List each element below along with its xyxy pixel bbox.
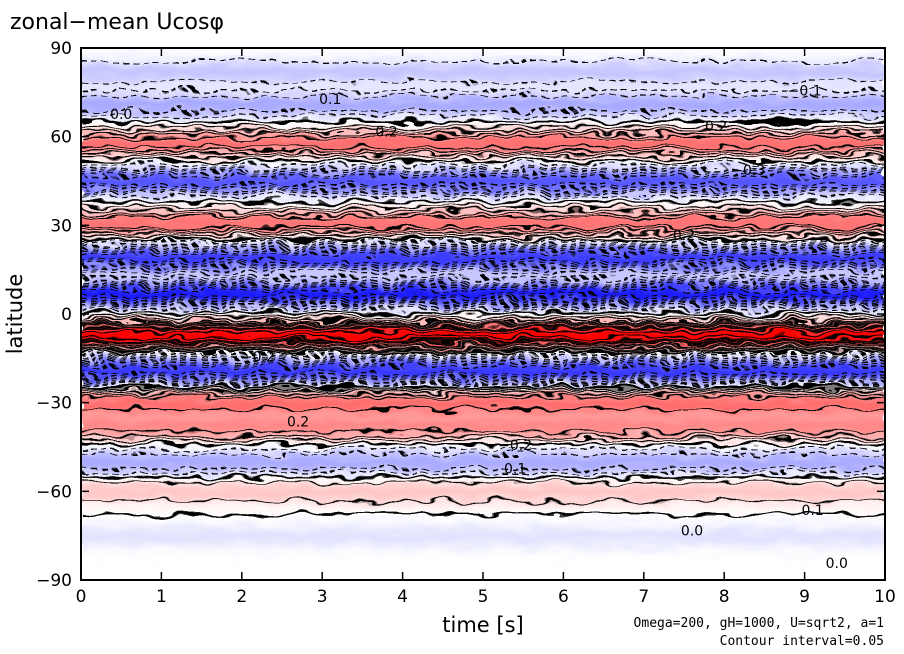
contour-label: −0.2 (241, 349, 275, 365)
x-tick-label: 6 (558, 587, 569, 607)
chart-title: zonal−mean Ucosφ (10, 10, 224, 35)
contour-label: 0.2 (673, 228, 695, 244)
y-tick-label: 90 (50, 39, 72, 59)
y-tick-label: 0 (61, 305, 72, 325)
x-tick-label: 0 (76, 587, 87, 607)
x-tick-label: 3 (317, 587, 328, 607)
contour-label: 0.0 (681, 524, 703, 540)
contour-label: 0.1 (319, 92, 341, 108)
contour-label: 0.2 (705, 119, 727, 135)
y-tick-label: −30 (36, 394, 72, 414)
x-tick-label: 1 (156, 587, 167, 607)
x-tick-label: 8 (719, 587, 730, 607)
y-axis-title: latitude (3, 274, 27, 355)
field-layer: −0.1 0.0 0.1 0.2 0.2 −0.3 0.2 −0.2 0.2 −0.2 0.1 0.0… (81, 48, 885, 580)
contour-label: 0.2 (287, 414, 309, 430)
x-tick-label: 5 (478, 587, 489, 607)
x-axis: 0 1 2 3 4 5 6 7 8 9 10 (76, 48, 896, 607)
y-tick-label: 30 (50, 216, 72, 236)
x-tick-label: 2 (236, 587, 247, 607)
x-tick-label: 10 (874, 587, 896, 607)
x-tick-label: 4 (397, 587, 408, 607)
contour-field (81, 48, 885, 580)
x-tick-label: 9 (799, 587, 810, 607)
contour-label: 0.1 (504, 462, 526, 478)
y-tick-label: −60 (36, 482, 72, 502)
contour-label: −0.1 (788, 83, 822, 99)
contour-label: −0.2 (498, 438, 532, 454)
contour-label: 0.1 (802, 503, 824, 519)
x-tick-label: 7 (638, 587, 649, 607)
contour-label: 0.0 (110, 107, 132, 123)
y-tick-label: −90 (36, 571, 72, 591)
contour-label: −0.3 (731, 163, 765, 179)
contour-label: 0.2 (375, 125, 397, 141)
y-axis: −90 −60 −30 0 30 60 90 (36, 39, 885, 591)
contour-label: 0.0 (826, 556, 848, 572)
x-axis-title: time [s] (442, 613, 523, 637)
parameters-note: Omega=200, gH=1000, U=sqrt2, a=1 (634, 616, 884, 631)
contour-interval-note: Contour interval=0.05 (720, 634, 884, 649)
y-tick-label: 60 (50, 128, 72, 148)
